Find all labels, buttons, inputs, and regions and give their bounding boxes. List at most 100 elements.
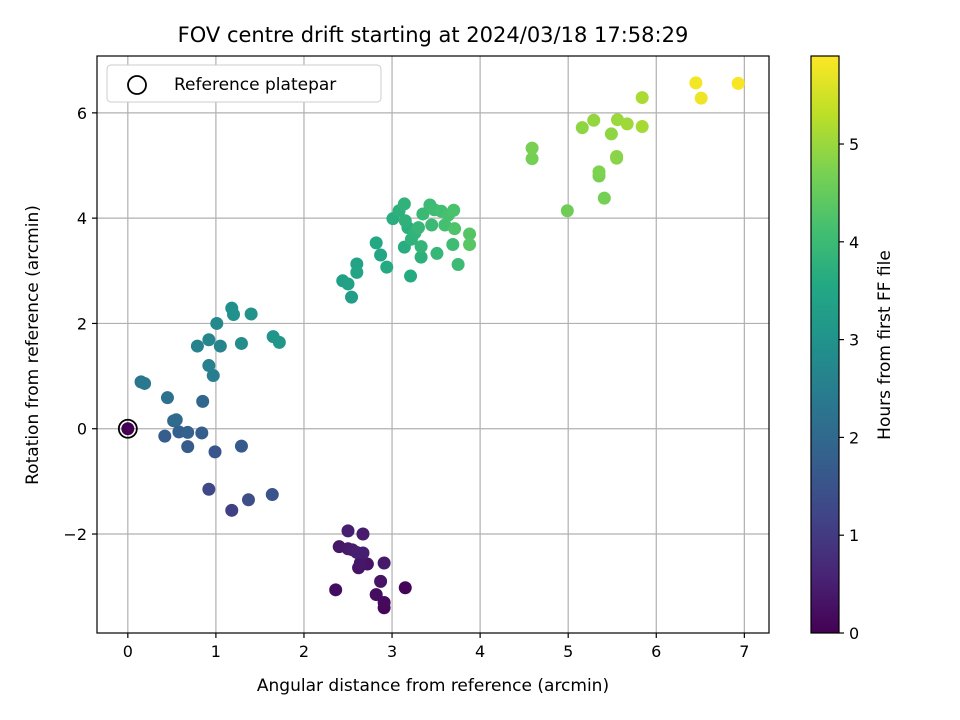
data-point <box>694 91 708 105</box>
data-point <box>241 493 255 507</box>
colorbar-tick-label: 1 <box>849 526 859 545</box>
x-axis-label: Angular distance from reference (arcmin) <box>257 676 609 696</box>
colorbar-ticks: 0 1 2 3 4 5 <box>839 135 859 643</box>
data-point <box>635 91 649 105</box>
x-tick-label: 6 <box>651 642 661 661</box>
data-point <box>272 335 286 349</box>
legend-entry-reference: Reference platepar <box>174 75 336 95</box>
data-points <box>121 76 745 615</box>
data-point <box>731 76 745 90</box>
data-point <box>190 339 204 353</box>
data-point <box>587 113 601 127</box>
data-point <box>356 527 370 541</box>
colorbar-tick-label: 4 <box>849 233 859 252</box>
y-tick-label: 2 <box>77 314 87 333</box>
data-point <box>404 269 418 283</box>
y-axis-ticks: −2 0 2 4 6 <box>63 104 97 544</box>
data-point <box>169 413 183 427</box>
reference-point-dot <box>121 422 135 436</box>
data-point <box>397 197 411 211</box>
data-point <box>181 440 195 454</box>
data-point <box>196 394 210 408</box>
data-point <box>447 203 461 217</box>
data-point <box>206 369 220 383</box>
data-point <box>398 581 412 595</box>
data-point <box>560 204 574 218</box>
grid <box>97 56 769 633</box>
y-tick-label: 4 <box>77 209 87 228</box>
legend-marker-icon <box>127 75 147 95</box>
y-tick-label: 0 <box>77 420 87 439</box>
data-point <box>525 152 539 166</box>
data-point <box>377 556 391 570</box>
data-point <box>369 588 383 602</box>
chart-title: FOV centre drift starting at 2024/03/18 … <box>178 23 689 47</box>
data-point <box>430 246 444 260</box>
data-point <box>463 237 477 251</box>
y-tick-label: −2 <box>63 525 87 544</box>
data-point <box>620 117 634 131</box>
data-point <box>525 141 539 155</box>
data-point <box>463 227 477 241</box>
reference-platepar-marker <box>117 418 138 439</box>
plot-frame <box>96 55 770 634</box>
data-point <box>345 290 359 304</box>
data-point <box>414 250 428 264</box>
x-axis-ticks: 0 1 2 3 4 5 6 7 <box>123 633 749 661</box>
y-axis-label: Rotation from reference (arcmin) <box>23 205 43 485</box>
data-point <box>160 391 174 405</box>
data-point <box>377 595 391 609</box>
colorbar-gradient <box>810 55 840 634</box>
data-point <box>210 316 224 330</box>
x-tick-label: 0 <box>123 642 133 661</box>
data-point <box>158 429 172 443</box>
data-point <box>329 583 343 597</box>
x-tick-label: 1 <box>211 642 221 661</box>
data-point <box>374 248 388 262</box>
data-point <box>234 439 248 453</box>
data-point <box>138 376 152 390</box>
data-point <box>414 240 428 254</box>
data-point <box>448 222 462 236</box>
x-tick-label: 4 <box>475 642 485 661</box>
data-point <box>265 488 279 502</box>
data-point <box>202 359 216 373</box>
data-point <box>635 120 649 134</box>
data-point <box>380 260 394 274</box>
data-point <box>202 482 216 496</box>
legend: Reference platepar <box>106 64 382 103</box>
data-point <box>398 214 412 228</box>
legend-box <box>106 64 382 103</box>
data-point <box>597 191 611 205</box>
data-point <box>244 307 258 321</box>
data-point <box>592 165 606 179</box>
data-point <box>353 556 367 570</box>
data-point <box>425 218 439 232</box>
colorbar-tick-label: 2 <box>849 428 859 447</box>
data-point <box>234 336 248 350</box>
data-point <box>374 574 388 588</box>
colorbar-tick-label: 5 <box>849 135 859 154</box>
x-tick-label: 5 <box>563 642 573 661</box>
data-point <box>411 221 425 235</box>
data-point <box>341 524 355 538</box>
data-point <box>689 76 703 90</box>
data-point <box>341 277 355 291</box>
data-point <box>227 307 241 321</box>
data-point <box>451 257 465 271</box>
data-point <box>369 236 383 250</box>
x-tick-label: 2 <box>299 642 309 661</box>
data-point <box>208 445 222 459</box>
data-point <box>356 546 370 560</box>
colorbar: 0 1 2 3 4 5 Hours from first FF file <box>810 55 895 643</box>
data-point <box>575 121 589 135</box>
colorbar-tick-label: 3 <box>849 331 859 350</box>
x-tick-label: 3 <box>387 642 397 661</box>
data-point <box>181 425 195 439</box>
colorbar-label: Hours from first FF file <box>875 250 895 440</box>
data-point <box>446 237 460 251</box>
data-point <box>611 113 625 127</box>
data-point <box>610 150 624 164</box>
data-point <box>350 265 364 279</box>
